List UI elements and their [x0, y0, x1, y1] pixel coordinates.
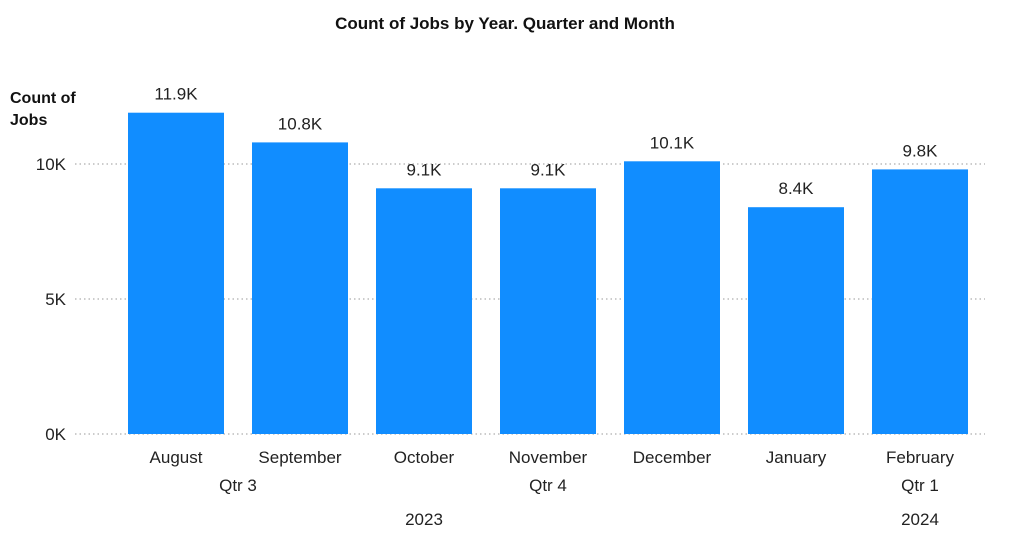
x-tick-label: October [394, 448, 455, 467]
bar [376, 188, 472, 434]
year-label: 2023 [405, 510, 443, 529]
y-tick-label: 0K [45, 425, 66, 444]
y-tick-label: 5K [45, 290, 66, 309]
x-tick-label: February [886, 448, 955, 467]
year-label: 2024 [901, 510, 939, 529]
data-label: 11.9K [154, 85, 198, 104]
x-tick-label: January [766, 448, 827, 467]
data-label: 9.1K [407, 160, 443, 179]
quarter-label: Qtr 4 [529, 476, 567, 495]
bar [500, 188, 596, 434]
y-axis-title-line: Count of [10, 90, 76, 107]
bar [748, 207, 844, 434]
data-label: 9.1K [531, 160, 567, 179]
y-axis-title: Count of Jobs [10, 88, 100, 132]
y-tick-label: 10K [36, 155, 67, 174]
x-tick-label: August [150, 448, 203, 467]
data-label: 10.8K [278, 114, 323, 133]
bar [872, 169, 968, 434]
data-label: 9.8K [903, 141, 939, 160]
x-tick-label: September [258, 448, 341, 467]
bar [624, 161, 720, 435]
x-tick-label: November [509, 448, 588, 467]
y-axis-title-line: Jobs [10, 112, 48, 129]
data-label: 10.1K [650, 133, 695, 152]
bar [252, 142, 348, 434]
quarter-label: Qtr 3 [219, 476, 257, 495]
bar [128, 112, 224, 434]
data-label: 8.4K [779, 179, 815, 198]
chart-title: Count of Jobs by Year. Quarter and Month [335, 14, 675, 33]
quarter-label: Qtr 1 [901, 476, 939, 495]
x-tick-label: December [633, 448, 712, 467]
